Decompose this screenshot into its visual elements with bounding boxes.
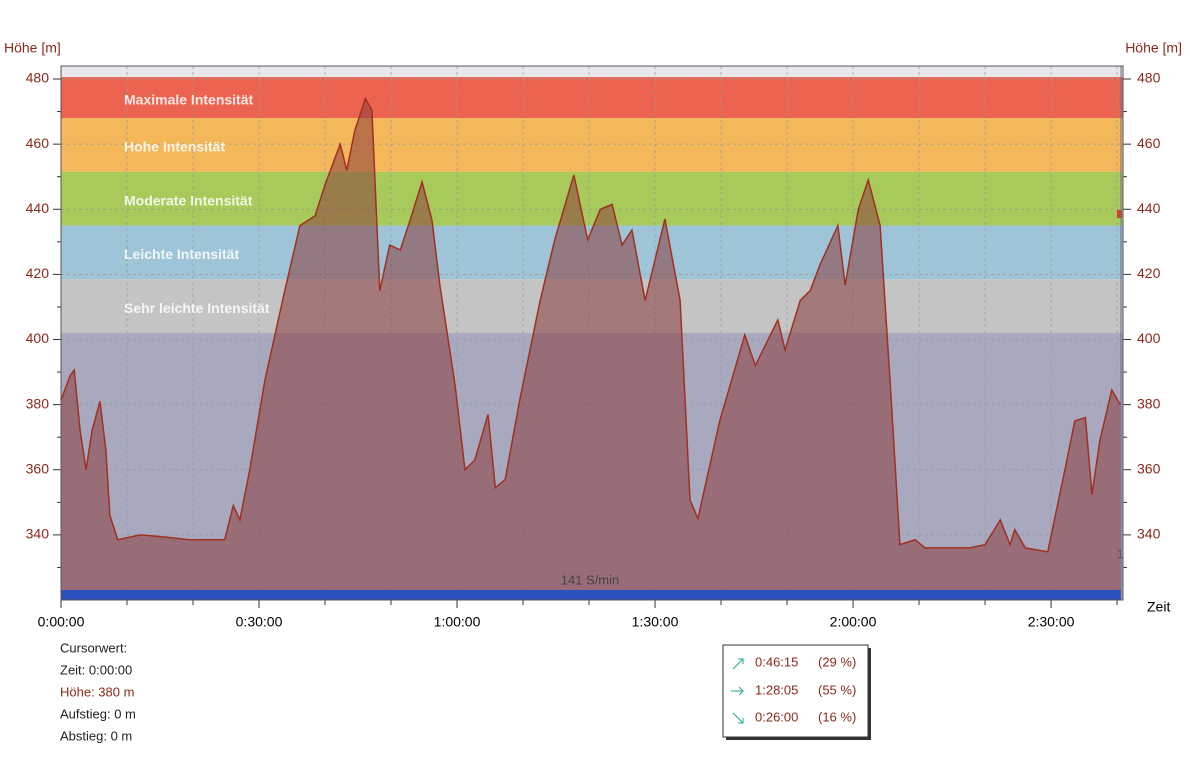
box bbox=[722, 644, 869, 738]
y2-tick-label: 480 bbox=[1137, 70, 1161, 86]
elevation-area bbox=[61, 98, 1121, 600]
y-tick-label: 400 bbox=[26, 330, 50, 346]
stat-time: 0:46:15 bbox=[755, 654, 798, 669]
x-tick-label: 0:00:00 bbox=[38, 614, 85, 630]
y2-tick-label: 460 bbox=[1137, 135, 1161, 151]
zone-label: Leichte Intensität bbox=[124, 246, 239, 262]
y2-tick-label: 440 bbox=[1137, 200, 1161, 216]
y-tick-label: 440 bbox=[26, 200, 50, 216]
y2-tick-label: 360 bbox=[1137, 460, 1161, 476]
stat-time: 1:28:05 bbox=[755, 682, 798, 697]
zone-label: Hohe Intensität bbox=[124, 139, 225, 155]
cursor-info: Cursorwert: Zeit: 0:00:00 Höhe: 380 m Au… bbox=[60, 640, 136, 743]
cursor-line: Aufstieg: 0 m bbox=[60, 706, 136, 721]
elevation-line bbox=[60, 96, 1122, 553]
zone-band bbox=[61, 118, 1123, 172]
y2-tick-label: 420 bbox=[1137, 265, 1161, 281]
y-tick-label: 360 bbox=[26, 460, 50, 476]
y-tick-label: 460 bbox=[26, 135, 50, 151]
y-tick-label: 340 bbox=[26, 526, 50, 542]
y2-tick-label: 400 bbox=[1137, 330, 1161, 346]
cursor-title: Cursorwert: bbox=[60, 640, 127, 655]
stats-box: 0:46:15 (29 %) 1:28:05 (55 %) 0:26:00 (1… bbox=[722, 644, 871, 740]
stat-share: (16 %) bbox=[818, 709, 856, 724]
down-icon bbox=[732, 712, 744, 724]
y-axis-label: Höhe [m] bbox=[4, 40, 61, 56]
cadence-bar bbox=[61, 590, 1121, 600]
flat-icon bbox=[731, 686, 744, 696]
cursor-marker bbox=[1117, 210, 1122, 218]
y-tick-label: 380 bbox=[26, 395, 50, 411]
x-tick-label: 2:00:00 bbox=[830, 614, 877, 630]
stat-share: (29 %) bbox=[818, 654, 856, 669]
y-tick-label: 420 bbox=[26, 265, 50, 281]
zone-band bbox=[61, 77, 1123, 119]
plot-frame bbox=[60, 65, 1124, 601]
y2-axis-label: Höhe [m] bbox=[1125, 40, 1182, 56]
y2-tick-label: 340 bbox=[1137, 526, 1161, 542]
y2-tick-label: 380 bbox=[1137, 395, 1161, 411]
x-tick-label: 0:30:00 bbox=[236, 614, 283, 630]
x-tick-label: 1:30:00 bbox=[632, 614, 679, 630]
x-axis-label: Zeit bbox=[1147, 599, 1170, 615]
zone-label: Sehr leichte Intensität bbox=[124, 300, 270, 316]
stat-time: 0:26:00 bbox=[755, 709, 798, 724]
up-icon bbox=[732, 658, 744, 670]
zone-band bbox=[61, 171, 1123, 226]
stat-share: (55 %) bbox=[818, 682, 856, 697]
cadence-label: 141 S/min bbox=[561, 572, 620, 587]
cursor-line: Abstieg: 0 m bbox=[60, 728, 132, 743]
x-tick-label: 2:30:00 bbox=[1028, 614, 1075, 630]
cursor-line: Höhe: 380 m bbox=[60, 684, 134, 699]
cursor-line: Zeit: 0:00:00 bbox=[60, 662, 132, 677]
zone-label: Moderate Intensität bbox=[124, 192, 253, 208]
y-tick-label: 480 bbox=[26, 70, 50, 86]
x-tick-label: 1:00:00 bbox=[434, 614, 481, 630]
zone-label: Maximale Intensität bbox=[124, 91, 253, 107]
